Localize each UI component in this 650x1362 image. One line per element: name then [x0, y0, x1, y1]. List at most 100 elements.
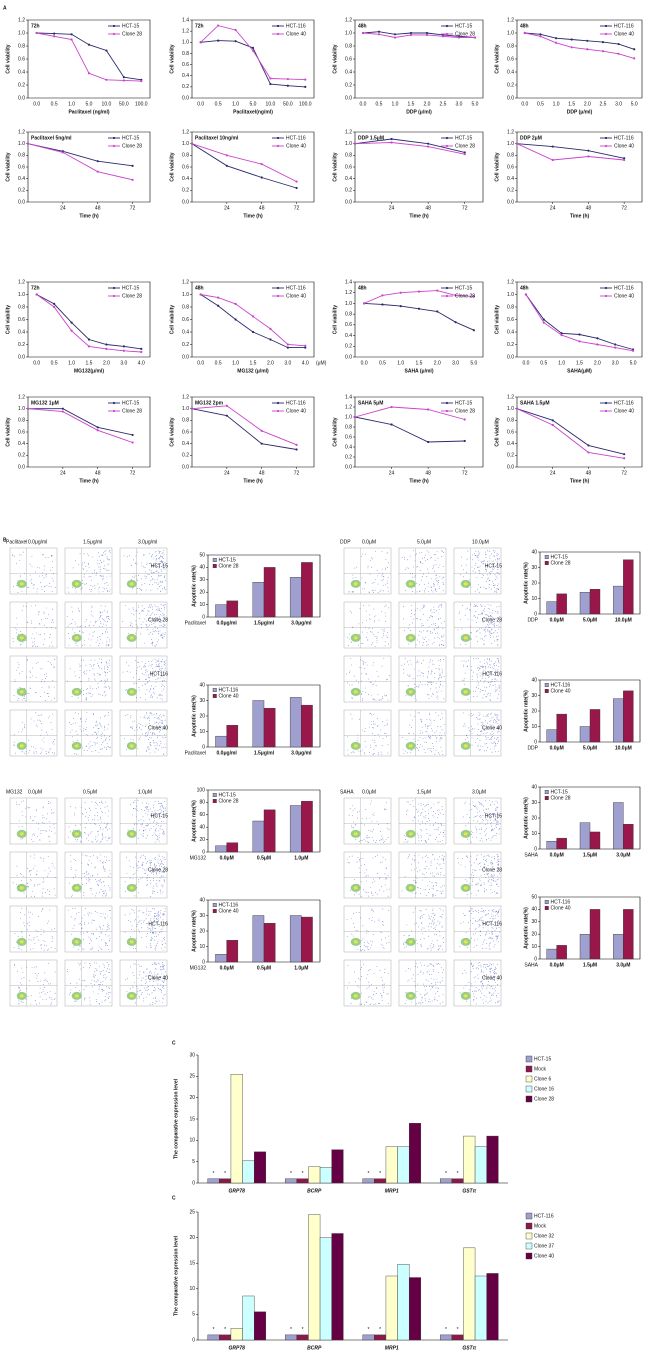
x-tick-label: 48	[259, 470, 265, 476]
data-point	[131, 178, 134, 181]
legend-label: Clone 37	[534, 1243, 554, 1249]
x-tick-label: 1.0	[68, 360, 75, 366]
x-tick-label: 0.0μM	[550, 962, 564, 968]
dot-cloud	[12, 551, 56, 593]
legend-label: HCT-116	[614, 23, 634, 29]
y-tick-label: 20	[199, 837, 205, 843]
data-point	[631, 349, 635, 352]
y-tick-label: 0.6	[182, 62, 189, 68]
legend-label: Clone 28	[219, 798, 239, 804]
y-tick-label: 0.8	[507, 418, 514, 424]
bar	[374, 1178, 387, 1184]
legend-swatch	[544, 790, 549, 794]
data-point	[390, 137, 393, 141]
x-tick-label: 1.0	[68, 101, 75, 107]
x-tick-label: 0.0μg/ml	[217, 750, 238, 756]
series-line	[191, 143, 297, 183]
legend-label: Clone 28	[455, 31, 475, 37]
y-tick-label: 20	[531, 932, 537, 938]
bar	[613, 585, 624, 615]
flow-drug-label: SAHA	[340, 789, 354, 795]
x-tick-label: 72	[130, 470, 136, 476]
y-tick-label: 0.6	[182, 429, 189, 435]
x-tick-label: 24	[389, 470, 395, 476]
significance-mark: *	[224, 1327, 226, 1333]
data-point	[614, 346, 617, 349]
dot-density	[463, 832, 468, 836]
data-point	[587, 451, 590, 454]
dot-plot-frame	[9, 709, 58, 757]
data-point	[140, 347, 143, 350]
x-tick-label: 24	[60, 470, 66, 476]
legend-label: Clone 28	[455, 408, 475, 414]
bar	[263, 708, 276, 748]
data-point	[523, 31, 526, 35]
legend-label: Clone 28	[122, 293, 142, 299]
data-point	[623, 453, 626, 456]
y-tick-label: 0.6	[507, 164, 514, 170]
legend-marker	[276, 409, 280, 413]
data-point	[251, 49, 255, 52]
x-tick-label: 1.0	[392, 101, 399, 107]
x-tick-label: 48	[259, 205, 265, 211]
dot-plot-frame	[64, 547, 113, 595]
data-point	[617, 52, 620, 55]
dot-density	[74, 940, 79, 944]
legend-marker	[112, 286, 116, 290]
bar	[439, 1178, 453, 1184]
y-tick-label: 20	[199, 713, 205, 719]
y-tick-label: 0.8	[182, 304, 189, 310]
legend-swatch	[212, 564, 217, 568]
bar	[230, 1328, 243, 1341]
data-point	[122, 349, 125, 352]
dot-density	[408, 582, 413, 586]
x-tick-label: 1.5	[86, 360, 93, 366]
series-line	[362, 32, 475, 38]
data-point	[122, 79, 125, 82]
chart-title: Paclitaxel 10ng/ml	[195, 135, 239, 141]
legend-label: HCT-116	[614, 285, 634, 291]
x-tick-label: 24	[550, 470, 556, 476]
legend-label: HCT-116	[614, 400, 634, 406]
dot-density	[74, 744, 79, 748]
bar	[613, 802, 624, 850]
dot-density	[353, 940, 358, 944]
data-point	[425, 31, 429, 35]
bar	[362, 1178, 375, 1184]
series-line	[200, 294, 306, 349]
y-tick-label: 1.4	[345, 279, 352, 285]
series-line	[27, 143, 133, 167]
y-tick-label: 0.6	[507, 317, 514, 323]
y-tick-label: 1.2	[507, 279, 514, 285]
data-point	[260, 176, 263, 179]
x-axis-label: Time (h)	[409, 213, 429, 219]
dot-plot-frame	[9, 851, 58, 899]
bar	[252, 582, 265, 618]
dot-density	[19, 886, 24, 890]
data-point	[390, 405, 393, 409]
data-point	[463, 153, 466, 156]
dot-plot-frame	[64, 905, 113, 953]
bar	[263, 809, 276, 853]
y-tick-label: 0.0	[18, 199, 25, 205]
dot-plot-frame	[9, 959, 58, 1007]
flow-row-label: HCT-116	[148, 921, 168, 927]
y-tick-label: 0.8	[18, 153, 25, 159]
data-point	[260, 442, 263, 445]
dot-cloud	[12, 604, 56, 647]
data-point	[427, 142, 430, 145]
legend-marker	[112, 294, 116, 298]
data-point	[260, 162, 263, 166]
significance-mark: *	[368, 1327, 370, 1333]
bar	[215, 954, 227, 963]
dot-density	[463, 744, 468, 748]
data-point	[578, 340, 581, 343]
y-tick-label: 0.8	[18, 418, 25, 424]
legend-label: HCT-15	[122, 23, 139, 29]
x-axis-label: Time (h)	[409, 478, 429, 484]
y-tick-label: 0.4	[345, 444, 352, 450]
chart-title: MG132 1μM	[31, 400, 59, 406]
x-tick-label: 24	[60, 205, 66, 211]
bar	[296, 1334, 309, 1341]
x-tick-label: 0.5	[540, 360, 547, 366]
